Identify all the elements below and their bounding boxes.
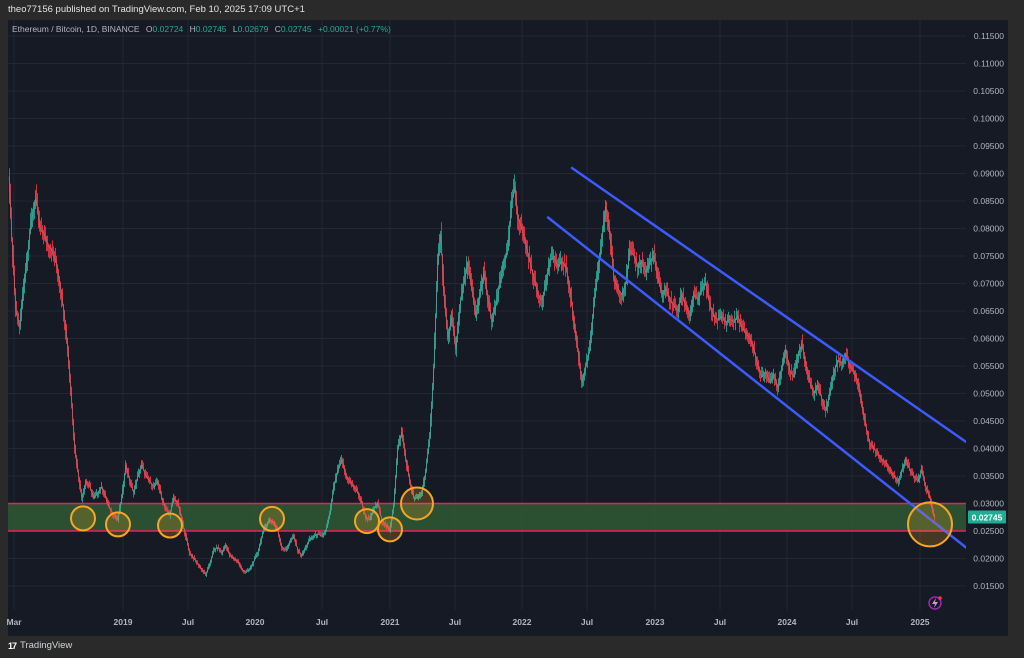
price-axis-label: 0.11000 <box>974 59 1004 69</box>
support-touch-circle[interactable] <box>400 486 434 521</box>
support-touch-circle[interactable] <box>70 505 96 532</box>
price-axis-label: 0.04000 <box>973 444 1004 454</box>
time-axis-label: 2020 <box>246 617 265 627</box>
time-axis-label: 2019 <box>114 617 133 627</box>
time-axis-label: Jul <box>846 617 858 627</box>
support-zone[interactable] <box>8 503 966 532</box>
footer-bar: 17 TradingView <box>0 636 1024 658</box>
time-axis-label: 2024 <box>778 617 797 627</box>
support-touch-circle[interactable] <box>259 505 285 532</box>
time-axis-label: 2021 <box>381 617 400 627</box>
symbol-legend: Ethereum / Bitcoin, 1D, BINANCE O0.02724… <box>12 24 391 34</box>
price-axis-label: 0.01500 <box>973 581 1004 591</box>
channel-upper-line[interactable] <box>570 166 968 444</box>
open-label: O <box>145 24 153 34</box>
time-axis-label: 2023 <box>646 617 665 627</box>
price-axis-label: 0.10000 <box>973 114 1004 124</box>
price-axis-label: 0.06000 <box>973 334 1004 344</box>
change-value: +0.00021 (+0.77%) <box>318 24 391 34</box>
price-axis-label: 0.02000 <box>973 554 1004 564</box>
support-touch-circle[interactable] <box>377 516 403 543</box>
price-axis-label: 0.08500 <box>973 196 1004 206</box>
close-value: 0.02745 <box>280 24 312 34</box>
time-axis-label: Jul <box>581 617 593 627</box>
tradingview-mark-icon: 17 <box>8 640 17 651</box>
time-axis-label: Jul <box>714 617 726 627</box>
time-axis-label: Jul <box>316 617 328 627</box>
price-axis-label: 0.05000 <box>973 389 1004 399</box>
support-touch-circle[interactable] <box>354 508 380 535</box>
price-axis-label: 0.10500 <box>973 86 1004 96</box>
time-axis-label: Jul <box>182 617 194 627</box>
high-value: 0.02745 <box>195 24 227 34</box>
price-axis-label: 0.02500 <box>973 526 1004 536</box>
time-axis-label: 2025 <box>911 617 930 627</box>
channel-lower-line[interactable] <box>546 216 968 549</box>
price-axis-label: 0.03500 <box>973 471 1004 481</box>
lightning-icon[interactable] <box>928 596 942 610</box>
price-axis-label: 0.07000 <box>973 279 1004 289</box>
price-axis-label: 0.09500 <box>973 141 1004 151</box>
support-touch-circle[interactable] <box>157 512 183 539</box>
current-price-value: 0.02745 <box>972 513 1003 523</box>
high-label: H <box>189 24 196 34</box>
price-axis-label: 0.09000 <box>973 169 1004 179</box>
price-axis-label: 0.03000 <box>973 499 1004 509</box>
low-value: 0.02679 <box>237 24 269 34</box>
price-axis-label: 0.08000 <box>973 224 1004 234</box>
support-touch-circle[interactable] <box>907 501 953 548</box>
time-axis-label: Mar <box>6 617 22 627</box>
low-label: L <box>232 24 238 34</box>
notification-dot-icon <box>938 596 942 600</box>
tradingview-logo[interactable]: 17 TradingView <box>8 640 72 651</box>
price-axis-label: 0.04500 <box>973 416 1004 426</box>
price-axis-label: 0.07500 <box>973 251 1004 261</box>
current-price-tag <box>968 510 1006 524</box>
tradingview-brand: TradingView <box>20 640 73 651</box>
price-axis-label: 0.06500 <box>973 306 1004 316</box>
close-label: C <box>274 24 281 34</box>
support-touch-circle[interactable] <box>105 511 131 538</box>
time-axis-label: 2022 <box>513 617 532 627</box>
chart-panel[interactable] <box>8 20 1008 636</box>
publisher-line: theo77156 published on TradingView.com, … <box>8 4 305 15</box>
price-line <box>8 176 936 576</box>
symbol-title[interactable]: Ethereum / Bitcoin, 1D, BINANCE <box>12 24 140 34</box>
price-axis-label: 0.05500 <box>973 361 1004 371</box>
open-value: 0.02724 <box>152 24 184 34</box>
price-axis-label: 0.11500 <box>974 31 1004 41</box>
lightning-bolt-icon <box>932 598 938 608</box>
time-axis-label: Jul <box>449 617 461 627</box>
